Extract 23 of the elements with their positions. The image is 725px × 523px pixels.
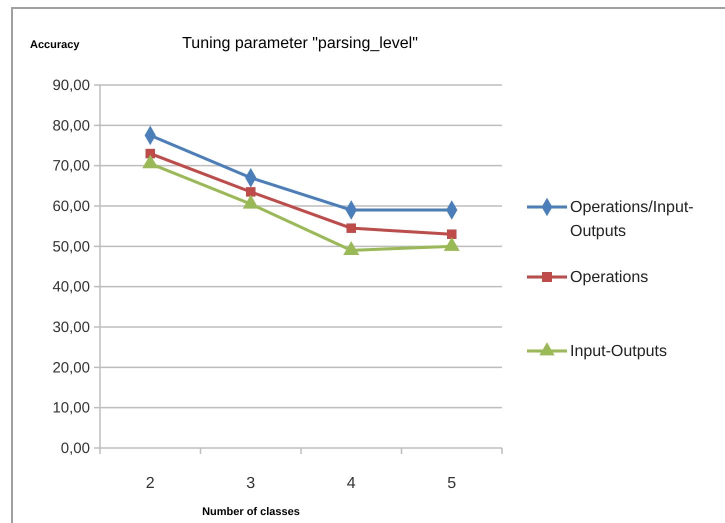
y-tick-label: 40,00: [52, 278, 90, 296]
y-tick-label: 70,00: [52, 158, 90, 175]
y-tick-label: 60,00: [52, 198, 90, 215]
y-tick-label: 90,00: [52, 77, 90, 94]
y-tick-label: 10,00: [52, 400, 90, 417]
y-tick-label: 20,00: [52, 359, 90, 376]
x-tick-label: 2: [146, 475, 155, 492]
chart-title: Tuning parameter "parsing_level": [182, 35, 418, 52]
x-tick-label: 3: [246, 475, 256, 492]
y-tick-label: 30,00: [52, 319, 90, 336]
y-tick-label: 80,00: [52, 117, 90, 134]
y-tick-label: 50,00: [52, 238, 90, 256]
x-tick-label: 4: [346, 475, 356, 492]
point: [447, 229, 456, 239]
x-axis-title: Number of classes: [202, 506, 300, 518]
legend-label: Input-Outputs: [570, 343, 667, 360]
point: [346, 223, 356, 233]
y-axis-title: Accuracy: [30, 39, 80, 51]
point: [246, 187, 256, 197]
x-tick-label: 5: [447, 475, 456, 492]
legend-label: Operations/Input-Outputs: [570, 199, 694, 240]
legend-label: Operations: [570, 269, 648, 286]
y-tick-label: 0,00: [60, 440, 90, 457]
